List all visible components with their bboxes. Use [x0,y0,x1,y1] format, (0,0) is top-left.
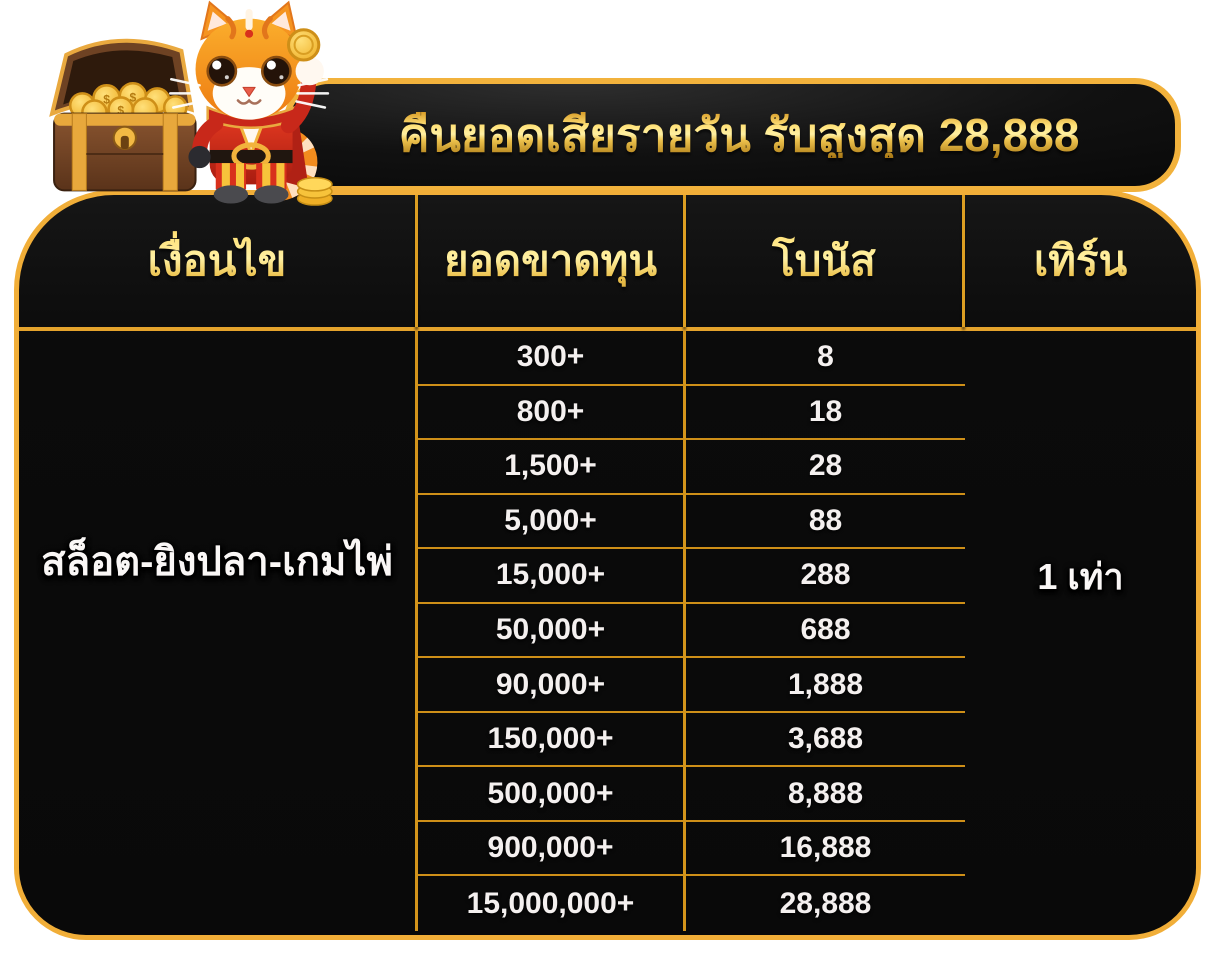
bonus-cell: 8,888 [686,767,965,822]
condition-games-label: สล็อต-ยิงปลา-เกมไพ่ [41,540,393,584]
cat-head [169,0,330,120]
bonus-cell: 18 [686,386,965,441]
loss-cell: 5,000+ [418,494,686,550]
tier-rows: 300+ 8 800+ 18 1,500+ 28 5,000+ 88 15,00… [418,331,965,931]
table-header-row: เงื่อนไข ยอดขาดทุน โบนัส เทิร์น [19,195,1196,331]
bonus-cell: 288 [686,549,965,604]
loss-cell: 900,000+ [418,821,686,877]
header-loss-amount: ยอดขาดทุน [418,195,686,327]
loss-cell: 1,500+ [418,440,686,495]
coin-stack [296,177,333,206]
loss-cell: 500,000+ [418,767,686,822]
header-turnover: เทิร์น [965,195,1196,327]
bonus-cell: 1,888 [686,658,965,713]
bonus-cell: 88 [686,495,965,550]
table-body: สล็อต-ยิงปลา-เกมไพ่ 300+ 8 800+ 18 1,500… [19,331,1196,931]
bonus-cell: 3,688 [686,713,965,768]
loss-cell: 15,000+ [418,549,686,604]
bonus-cell: 28,888 [779,886,872,920]
treasure-chest-base [53,112,197,192]
loss-cell: 50,000+ [418,603,686,659]
cat-body [188,73,317,204]
bonus-cell: 16,888 [686,822,965,877]
bonus-cell: 688 [686,604,965,659]
header-condition: เงื่อนไข [19,195,418,327]
svg-text:$: $ [130,90,137,104]
loss-cell: 800+ [418,385,686,441]
turnover-merged-cell: 1 เท่า [965,331,1196,931]
svg-text:$: $ [117,104,124,118]
loss-cell: 150,000+ [418,712,686,768]
cat-treasure-mascot-icon: $ $ $ [49,0,333,206]
promo-banner: คืนยอดเสียรายวัน รับสูงสุด 28,888 [283,78,1181,192]
paw-with-coin [286,28,324,86]
rebate-table: เงื่อนไข ยอดขาดทุน โบนัส เทิร์น สล็อต-ยิ… [14,190,1201,940]
condition-merged-cell: สล็อต-ยิงปลา-เกมไพ่ [19,331,418,931]
loss-cell: 90,000+ [418,658,686,713]
banner-title: คืนยอดเสียรายวัน รับสูงสุด 28,888 [385,112,1080,158]
bonus-cell: 8 [686,331,965,386]
loss-cell: 300+ [418,331,686,386]
svg-text:$: $ [103,92,110,106]
bonus-cell: 28 [686,440,965,495]
turnover-label: 1 เท่า [1037,555,1124,597]
loss-cell: 15,000,000+ [418,876,686,931]
header-bonus: โบนัส [686,195,965,327]
